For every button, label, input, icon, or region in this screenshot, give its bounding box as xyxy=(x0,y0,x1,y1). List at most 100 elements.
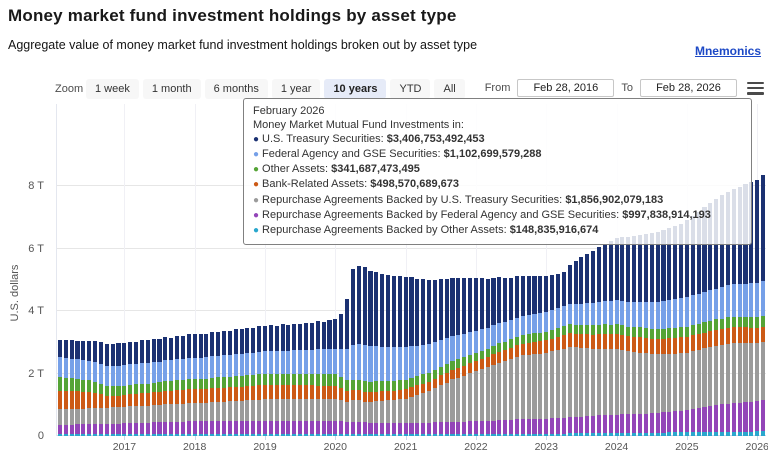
bar-month-49[interactable] xyxy=(344,298,350,436)
mnemonics-link[interactable]: Mnemonics xyxy=(694,44,761,58)
bar-month-61[interactable] xyxy=(415,278,420,436)
bar-month-96[interactable] xyxy=(620,237,625,436)
bar-month-39[interactable] xyxy=(286,325,291,436)
bar-month-88[interactable] xyxy=(573,261,578,436)
bar-month-68[interactable] xyxy=(456,278,461,436)
bar-month-4[interactable] xyxy=(81,341,86,436)
hamburger-menu-icon[interactable] xyxy=(747,81,764,95)
bar-month-32[interactable] xyxy=(245,327,250,436)
bar-month-60[interactable] xyxy=(409,277,414,436)
bar-month-9[interactable] xyxy=(110,343,115,436)
bar-month-80[interactable] xyxy=(526,275,531,436)
bar-month-0[interactable] xyxy=(57,340,62,436)
bar-month-105[interactable] xyxy=(673,226,678,436)
bar-month-107[interactable] xyxy=(684,220,689,436)
bar-month-8[interactable] xyxy=(104,343,109,436)
bar-month-12[interactable] xyxy=(128,341,133,436)
bar-month-52[interactable] xyxy=(362,267,367,436)
bar-month-56[interactable] xyxy=(386,274,391,436)
bar-month-110[interactable] xyxy=(702,207,707,436)
bar-month-41[interactable] xyxy=(298,323,303,436)
bar-month-51[interactable] xyxy=(356,266,361,436)
bar-month-15[interactable] xyxy=(145,340,150,436)
bar-month-19[interactable] xyxy=(169,337,174,436)
bar-month-90[interactable] xyxy=(585,253,590,436)
bar-month-83[interactable] xyxy=(544,276,549,436)
bar-month-10[interactable] xyxy=(116,342,121,436)
bar-month-59[interactable] xyxy=(403,276,408,436)
bar-month-36[interactable] xyxy=(268,325,273,436)
bar-month-67[interactable] xyxy=(450,277,455,436)
bar-month-66[interactable] xyxy=(444,278,449,436)
bar-month-81[interactable] xyxy=(532,275,537,436)
bar-month-109[interactable] xyxy=(696,211,701,436)
range-button-all[interactable]: All xyxy=(434,79,465,99)
bar-month-33[interactable] xyxy=(251,328,256,436)
bar-month-7[interactable] xyxy=(98,341,103,436)
bar-month-82[interactable] xyxy=(538,276,543,436)
bar-month-94[interactable] xyxy=(608,241,613,436)
bar-month-73[interactable] xyxy=(485,278,490,436)
bar-month-104[interactable] xyxy=(667,227,672,436)
bar-month-53[interactable] xyxy=(368,270,373,436)
bar-month-79[interactable] xyxy=(520,276,525,436)
bar-month-24[interactable] xyxy=(198,333,203,436)
bar-month-31[interactable] xyxy=(239,329,244,436)
bar-month-99[interactable] xyxy=(637,235,643,436)
bar-month-18[interactable] xyxy=(163,337,168,436)
bar-month-35[interactable] xyxy=(262,326,268,436)
bar-month-85[interactable] xyxy=(555,273,561,436)
bar-month-14[interactable] xyxy=(139,339,144,436)
range-button-1-year[interactable]: 1 year xyxy=(271,79,321,99)
bar-month-38[interactable] xyxy=(280,324,285,436)
bar-month-40[interactable] xyxy=(292,323,297,436)
bar-month-27[interactable] xyxy=(216,332,221,436)
range-button-1-month[interactable]: 1 month xyxy=(142,79,201,99)
bar-month-57[interactable] xyxy=(391,276,396,436)
bar-month-54[interactable] xyxy=(374,271,379,436)
bar-month-29[interactable] xyxy=(227,331,232,436)
bar-month-30[interactable] xyxy=(233,329,238,436)
bar-month-84[interactable] xyxy=(550,275,555,436)
bar-month-23[interactable] xyxy=(192,334,197,436)
bar-month-55[interactable] xyxy=(380,274,385,436)
bar-month-6[interactable] xyxy=(93,341,98,436)
range-button-1-week[interactable]: 1 week xyxy=(86,79,139,99)
range-button-10-years[interactable]: 10 years xyxy=(324,79,387,99)
bar-month-100[interactable] xyxy=(643,233,648,436)
bar-month-78[interactable] xyxy=(514,276,519,436)
bar-month-46[interactable] xyxy=(327,320,332,436)
bar-month-72[interactable] xyxy=(479,277,484,436)
bar-month-111[interactable] xyxy=(708,203,713,436)
bar-month-45[interactable] xyxy=(321,321,326,436)
bar-month-21[interactable] xyxy=(180,336,186,436)
bar-month-75[interactable] xyxy=(497,277,502,436)
bar-month-42[interactable] xyxy=(303,322,309,436)
bar-month-58[interactable] xyxy=(397,276,402,436)
bar-month-50[interactable] xyxy=(350,268,355,436)
bar-month-1[interactable] xyxy=(63,340,68,436)
bar-month-103[interactable] xyxy=(661,230,666,436)
bar-month-70[interactable] xyxy=(468,277,473,436)
bar-month-25[interactable] xyxy=(204,333,209,436)
bar-month-44[interactable] xyxy=(315,321,320,436)
bar-month-48[interactable] xyxy=(339,314,344,436)
bar-month-108[interactable] xyxy=(690,216,695,436)
bar-month-47[interactable] xyxy=(333,319,338,436)
bar-month-16[interactable] xyxy=(151,338,156,436)
bar-month-87[interactable] xyxy=(567,265,572,436)
bar-month-92[interactable] xyxy=(596,247,602,436)
bar-month-65[interactable] xyxy=(438,279,443,436)
bar-month-95[interactable] xyxy=(614,237,619,436)
bar-month-62[interactable] xyxy=(421,279,426,436)
bar-month-102[interactable] xyxy=(655,231,660,436)
bar-month-17[interactable] xyxy=(157,338,162,436)
bar-month-77[interactable] xyxy=(509,277,514,436)
to-date-input[interactable] xyxy=(640,79,737,97)
bar-month-93[interactable] xyxy=(602,243,607,436)
bar-month-76[interactable] xyxy=(503,277,508,436)
bar-month-5[interactable] xyxy=(87,341,92,436)
bar-month-11[interactable] xyxy=(122,342,127,436)
bar-month-28[interactable] xyxy=(221,330,227,436)
bar-month-119[interactable] xyxy=(755,179,760,436)
